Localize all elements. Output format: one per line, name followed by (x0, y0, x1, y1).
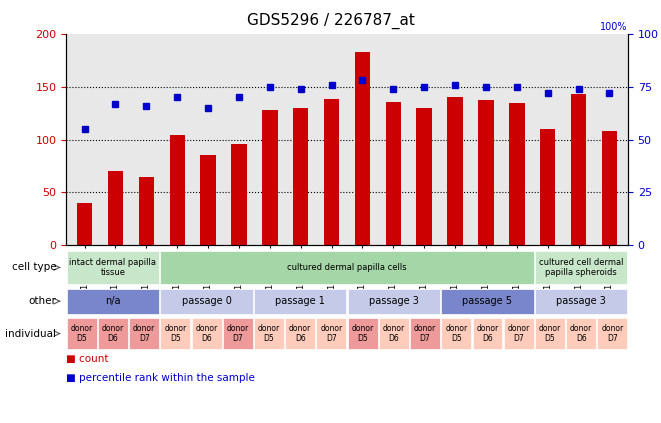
Bar (77, 203, 93, 245)
Text: donor
D5: donor D5 (539, 324, 561, 343)
Text: donor
D7: donor D7 (414, 324, 436, 343)
FancyBboxPatch shape (98, 319, 128, 349)
Bar (385, 102, 401, 245)
Text: cultured dermal papilla cells: cultured dermal papilla cells (288, 263, 407, 272)
Bar (108, 171, 123, 245)
FancyBboxPatch shape (67, 251, 159, 284)
Text: passage 0: passage 0 (182, 296, 231, 306)
Bar (231, 144, 247, 245)
Bar (571, 94, 586, 245)
Bar (293, 108, 309, 245)
FancyBboxPatch shape (535, 251, 627, 284)
Text: ■ count: ■ count (66, 354, 108, 364)
Bar (139, 177, 154, 245)
Text: donor
D6: donor D6 (196, 324, 217, 343)
FancyBboxPatch shape (410, 319, 440, 349)
Bar (602, 131, 617, 245)
Text: donor
D5: donor D5 (352, 324, 373, 343)
FancyBboxPatch shape (67, 289, 159, 313)
Text: cultured cell dermal
papilla spheroids: cultured cell dermal papilla spheroids (539, 258, 623, 277)
Text: donor
D6: donor D6 (383, 324, 405, 343)
FancyBboxPatch shape (442, 319, 471, 349)
Bar (509, 103, 525, 245)
Text: donor
D7: donor D7 (321, 324, 342, 343)
Text: donor
D6: donor D6 (477, 324, 498, 343)
FancyBboxPatch shape (161, 251, 533, 284)
Text: passage 3: passage 3 (369, 296, 419, 306)
FancyBboxPatch shape (192, 319, 221, 349)
FancyBboxPatch shape (598, 319, 627, 349)
Text: donor
D5: donor D5 (71, 324, 93, 343)
Text: donor
D6: donor D6 (289, 324, 311, 343)
Bar (200, 156, 216, 245)
Bar (447, 97, 463, 245)
Text: 100%: 100% (600, 22, 628, 32)
FancyBboxPatch shape (223, 319, 253, 349)
Bar (324, 99, 339, 245)
Text: GDS5296 / 226787_at: GDS5296 / 226787_at (247, 13, 414, 29)
Text: donor
D5: donor D5 (445, 324, 467, 343)
Bar (478, 101, 494, 245)
FancyBboxPatch shape (566, 319, 596, 349)
FancyBboxPatch shape (317, 319, 346, 349)
Text: n/a: n/a (105, 296, 121, 306)
Text: passage 1: passage 1 (275, 296, 325, 306)
Bar (416, 108, 432, 245)
Text: other: other (28, 296, 56, 306)
Text: donor
D6: donor D6 (570, 324, 592, 343)
Text: passage 5: passage 5 (463, 296, 512, 306)
Bar (262, 110, 278, 245)
FancyBboxPatch shape (348, 289, 440, 313)
FancyBboxPatch shape (348, 319, 377, 349)
FancyBboxPatch shape (535, 289, 627, 313)
FancyBboxPatch shape (129, 319, 159, 349)
Text: donor
D7: donor D7 (133, 324, 155, 343)
FancyBboxPatch shape (67, 319, 97, 349)
Text: donor
D6: donor D6 (102, 324, 124, 343)
FancyBboxPatch shape (161, 319, 190, 349)
FancyBboxPatch shape (285, 319, 315, 349)
Bar (355, 52, 370, 245)
Text: intact dermal papilla
tissue: intact dermal papilla tissue (69, 258, 157, 277)
FancyBboxPatch shape (254, 289, 346, 313)
Text: donor
D7: donor D7 (508, 324, 530, 343)
Text: ■ percentile rank within the sample: ■ percentile rank within the sample (66, 374, 255, 383)
FancyBboxPatch shape (379, 319, 408, 349)
Text: passage 3: passage 3 (556, 296, 606, 306)
Text: cell type: cell type (11, 262, 56, 272)
Text: individual: individual (5, 329, 56, 338)
Text: donor
D5: donor D5 (258, 324, 280, 343)
Text: donor
D5: donor D5 (164, 324, 186, 343)
FancyBboxPatch shape (473, 319, 502, 349)
Text: donor
D7: donor D7 (227, 324, 249, 343)
Text: donor
D7: donor D7 (602, 324, 623, 343)
FancyBboxPatch shape (161, 289, 253, 313)
FancyBboxPatch shape (442, 289, 533, 313)
FancyBboxPatch shape (254, 319, 284, 349)
FancyBboxPatch shape (535, 319, 565, 349)
Bar (540, 129, 555, 245)
Bar (169, 135, 185, 245)
FancyBboxPatch shape (504, 319, 533, 349)
